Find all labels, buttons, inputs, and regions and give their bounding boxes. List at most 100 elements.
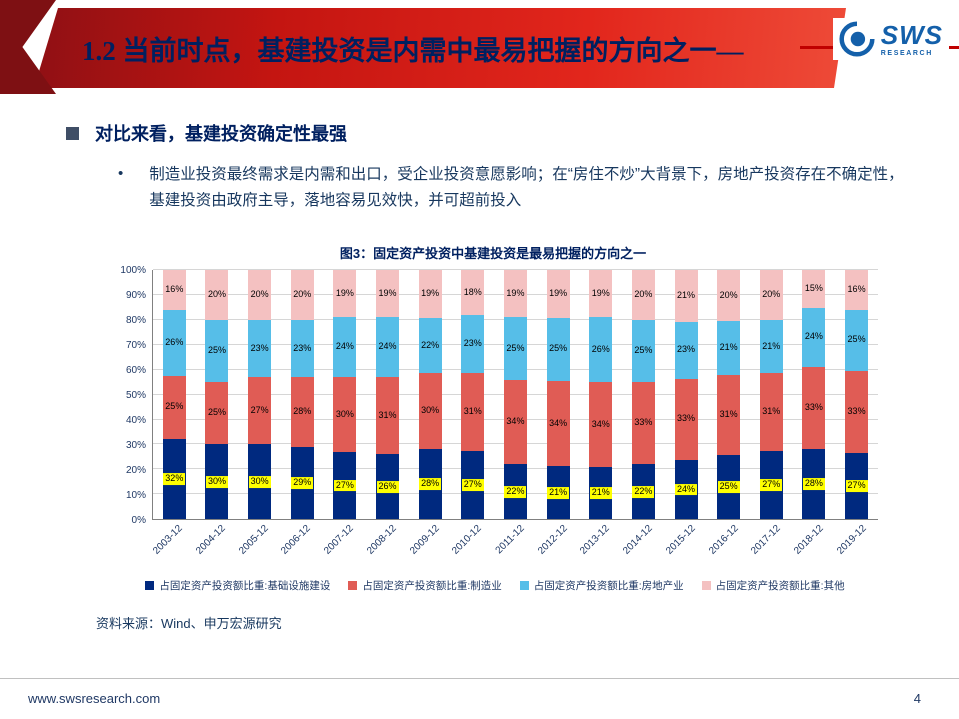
bar-segment: 24% <box>376 317 400 378</box>
bar-segment: 23% <box>674 321 698 379</box>
bar-2012-12: 21% 34% 25% 19% <box>546 270 570 520</box>
y-axis: 0% 10% 20% 30% 40% 50% 60% 70% 80% 90% 100% <box>108 265 152 526</box>
bar-segment: 30% <box>248 444 272 520</box>
segment-label: 21% <box>589 487 612 499</box>
bar-2017-12: 27% 31% 21% 20% <box>759 270 783 520</box>
segment-label: 20% <box>293 289 312 300</box>
bar-segment: 26% <box>162 310 186 376</box>
bar-segment: 24% <box>802 307 826 368</box>
bullet-dot-icon: • <box>118 165 124 182</box>
legend-swatch-icon <box>348 581 358 591</box>
y-axis-label: 0% <box>131 515 146 527</box>
segment-label: 27% <box>333 479 356 492</box>
y-axis-label: 100% <box>120 265 146 277</box>
bar-segment: 25% <box>205 382 229 445</box>
segment-label: 30% <box>205 475 228 488</box>
segment-label: 19% <box>506 287 525 298</box>
bar-segment: 25% <box>162 375 186 439</box>
bar-2006-12: 29% 28% 23% 20% <box>290 270 314 520</box>
bar-segment: 31% <box>461 373 485 452</box>
segment-label: 26% <box>376 480 399 493</box>
segment-label: 25% <box>549 343 568 354</box>
segment-label: 33% <box>804 402 823 413</box>
segment-label: 27% <box>250 404 269 415</box>
segment-label: 25% <box>207 407 226 418</box>
bar-segment: 24% <box>333 317 357 378</box>
segment-label: 20% <box>207 289 226 300</box>
segment-label: 24% <box>378 341 397 352</box>
bar-2011-12: 22% 34% 25% 19% <box>503 270 527 520</box>
bar-2010-12: 27% 31% 23% 18% <box>461 270 485 520</box>
slide-content: 对比来看，基建投资确定性最强 • 制造业投资最终需求是内需和出口，受企业投资意愿… <box>66 120 959 631</box>
segment-label: 19% <box>549 288 568 299</box>
segment-label: 19% <box>591 287 610 298</box>
title-banner: 1.2 当前时点，基建投资是内需中最易把握的方向之一— <box>34 8 846 88</box>
segment-label: 28% <box>419 477 442 490</box>
segment-label: 19% <box>421 288 440 299</box>
segment-label: 30% <box>248 475 271 488</box>
bullet-text: 制造业投资最终需求是内需和出口，受企业投资意愿影响；在“房住不炒”大背景下，房地… <box>149 166 904 209</box>
bar-segment: 27% <box>461 451 485 520</box>
bar-segment: 25% <box>717 454 741 520</box>
bar-segment: 33% <box>631 382 655 465</box>
segment-label: 18% <box>463 286 482 297</box>
bar-segment: 22% <box>418 317 442 374</box>
page-number: 4 <box>913 691 921 706</box>
y-axis-label: 60% <box>125 365 146 377</box>
bar-segment: 30% <box>418 373 442 449</box>
segment-label: 20% <box>719 289 738 300</box>
segment-label: 21% <box>719 342 738 353</box>
bar-2008-12: 26% 31% 24% 19% <box>376 270 400 520</box>
bar-segment: 23% <box>461 315 485 374</box>
sws-logo-icon <box>839 21 875 57</box>
y-axis-label: 80% <box>125 315 146 327</box>
bar-segment: 19% <box>333 270 357 318</box>
x-axis: 2003-12 2004-12 2005-12 2006-12 2007-12 2008-… <box>151 520 878 574</box>
segment-label: 22% <box>421 339 440 350</box>
bar-2014-12: 22% 33% 25% 20% <box>631 270 655 520</box>
bar-segment: 25% <box>205 319 229 383</box>
bar-segment: 27% <box>248 377 272 445</box>
bar-segment: 24% <box>674 459 698 520</box>
bullet-row: • 制造业投资最终需求是内需和出口，受企业投资意愿影响；在“房住不炒”大背景下，… <box>118 162 918 213</box>
y-axis-label: 90% <box>125 290 146 302</box>
bar-segment: 28% <box>418 448 442 520</box>
footer-url[interactable]: www.swsresearch.com <box>28 691 161 706</box>
logo-text-block: SWS RESEARCH <box>881 22 943 57</box>
segment-label: 30% <box>335 408 354 419</box>
bar-segment: 16% <box>162 270 186 311</box>
section-heading-row: 对比来看，基建投资确定性最强 <box>66 120 959 146</box>
segment-label: 25% <box>207 345 226 356</box>
bar-segment: 18% <box>461 270 485 316</box>
bar-segment: 26% <box>376 454 400 520</box>
bar-segment: 19% <box>418 270 442 318</box>
segment-label: 16% <box>847 283 866 294</box>
segment-label: 21% <box>547 486 570 499</box>
segment-label: 23% <box>293 342 312 353</box>
segment-label: 25% <box>506 342 525 353</box>
bar-segment: 33% <box>845 371 869 453</box>
segment-label: 25% <box>634 345 653 356</box>
bar-segment: 33% <box>674 378 698 460</box>
bar-segment: 20% <box>290 270 314 320</box>
bar-segment: 22% <box>631 464 655 520</box>
bar-2004-12: 30% 25% 25% 20% <box>205 270 229 520</box>
segment-label: 21% <box>676 290 696 301</box>
segment-label: 34% <box>549 417 568 428</box>
segment-label: 15% <box>804 282 823 293</box>
segment-label: 25% <box>165 401 184 412</box>
segment-label: 28% <box>293 406 312 417</box>
bar-segment: 28% <box>290 377 314 447</box>
legend-item: 占固定资产投资额比重:制造业 <box>348 578 502 593</box>
segment-label: 20% <box>250 289 269 300</box>
bar-segment: 21% <box>717 321 741 376</box>
segment-label: 23% <box>463 338 482 349</box>
bar-segment: 34% <box>546 380 570 467</box>
segment-label: 26% <box>591 343 610 354</box>
bar-2013-12: 21% 34% 26% 19% <box>589 270 613 520</box>
bar-segment: 19% <box>503 270 527 318</box>
segment-label: 24% <box>674 483 698 496</box>
segment-label: 29% <box>291 477 314 489</box>
bar-segment: 27% <box>759 451 783 520</box>
